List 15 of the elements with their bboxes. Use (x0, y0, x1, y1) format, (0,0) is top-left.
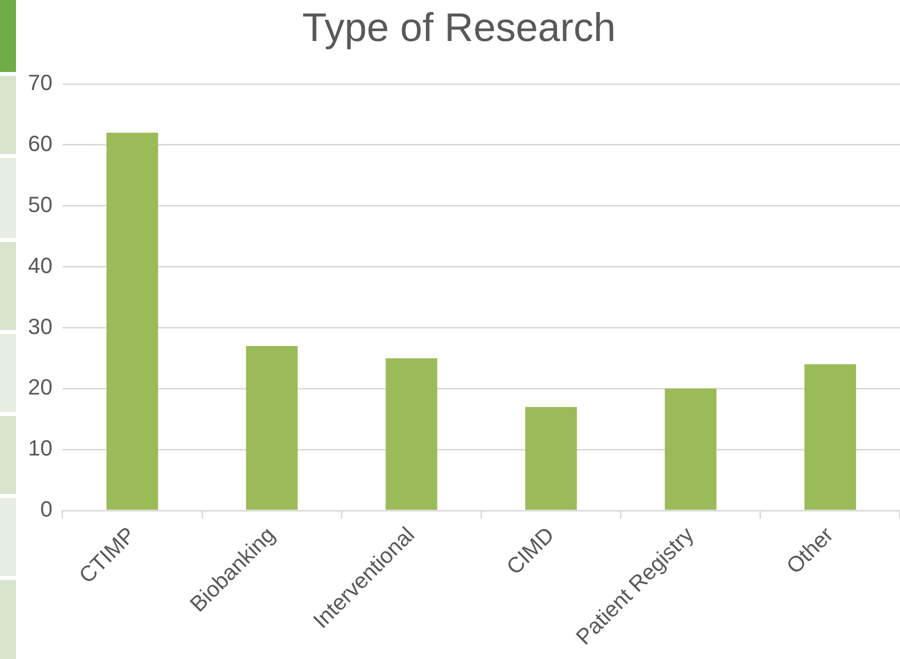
bar (804, 364, 856, 510)
y-tick-label: 10 (28, 436, 52, 461)
y-tick-label: 0 (40, 496, 52, 522)
y-tick-label: 70 (28, 70, 52, 96)
bar (525, 406, 577, 510)
bar (386, 358, 438, 510)
chart-title: Type of Research (302, 6, 616, 50)
bar (664, 388, 716, 510)
y-tick-label: 30 (28, 314, 52, 339)
y-tick-label: 20 (28, 374, 52, 400)
bar (106, 132, 158, 510)
y-tick-label: 50 (28, 192, 52, 217)
y-tick-label: 40 (28, 252, 52, 278)
y-tick-label: 60 (28, 130, 52, 156)
bar (246, 346, 298, 510)
